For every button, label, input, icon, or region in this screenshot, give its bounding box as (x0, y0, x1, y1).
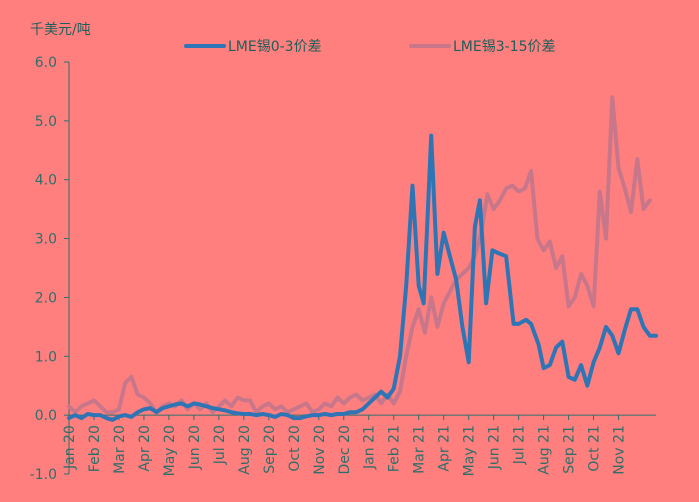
y-tick-label: 3.0 (35, 232, 57, 248)
y-tick-label: 6.0 (35, 55, 57, 71)
x-tick-label: Mar 20 (112, 425, 128, 474)
y-tick-label: 2.0 (35, 290, 57, 306)
legend-label: LME锡3-15价差 (453, 39, 556, 55)
x-tick-label: Oct 21 (587, 425, 603, 471)
legend: LME锡0-3价差 LME锡3-15价差 (184, 39, 556, 55)
y-tick-label: 0.0 (35, 408, 57, 424)
x-tick-label: Nov 21 (612, 425, 628, 475)
x-tick-label: Aug 21 (537, 425, 553, 475)
x-tick-label: Mar 21 (412, 425, 428, 474)
x-tick-label: Sep 21 (562, 425, 578, 474)
x-tick-label: Jan 20 (62, 425, 78, 470)
y-tick-label: 1.0 (35, 349, 57, 365)
x-tick-label: Sep 20 (262, 425, 278, 474)
series-line-1 (67, 133, 658, 422)
x-tick-label: Jul 20 (212, 425, 228, 465)
x-tick-label: Jul 21 (512, 425, 528, 465)
y-tick-label: -1.0 (30, 467, 57, 483)
x-tick-label: Feb 21 (387, 425, 403, 472)
y-tick-label: 4.0 (35, 173, 57, 189)
series-group (67, 95, 658, 422)
legend-label: LME锡0-3价差 (228, 39, 322, 55)
x-tick-label: Oct 20 (287, 425, 303, 471)
x-tick-label: Jan 21 (362, 425, 378, 470)
y-axis-unit-label: 千美元/吨 (30, 22, 91, 38)
series-line-2 (67, 95, 652, 415)
y-tick-label: 5.0 (35, 114, 57, 130)
x-tick-label: Apr 20 (137, 425, 153, 471)
y-axis-ticks: -1.0 0.0 1.0 2.0 3.0 4.0 5.0 6.0 (30, 55, 69, 483)
x-tick-label: May 20 (162, 425, 178, 476)
x-tick-label: May 21 (462, 425, 478, 476)
x-axis-ticks: Jan 20 Feb 20 Mar 20 Apr 20 May 20 Jun 20 Jul … (62, 415, 628, 476)
x-tick-label: Dec 20 (337, 425, 353, 474)
x-tick-label: Jun 21 (487, 425, 503, 470)
x-tick-label: Feb 20 (87, 425, 103, 472)
x-tick-label: Apr 21 (437, 425, 453, 471)
x-tick-label: Nov 20 (312, 425, 328, 475)
x-tick-label: Aug 20 (237, 425, 253, 475)
x-tick-label: Jun 20 (187, 425, 203, 470)
